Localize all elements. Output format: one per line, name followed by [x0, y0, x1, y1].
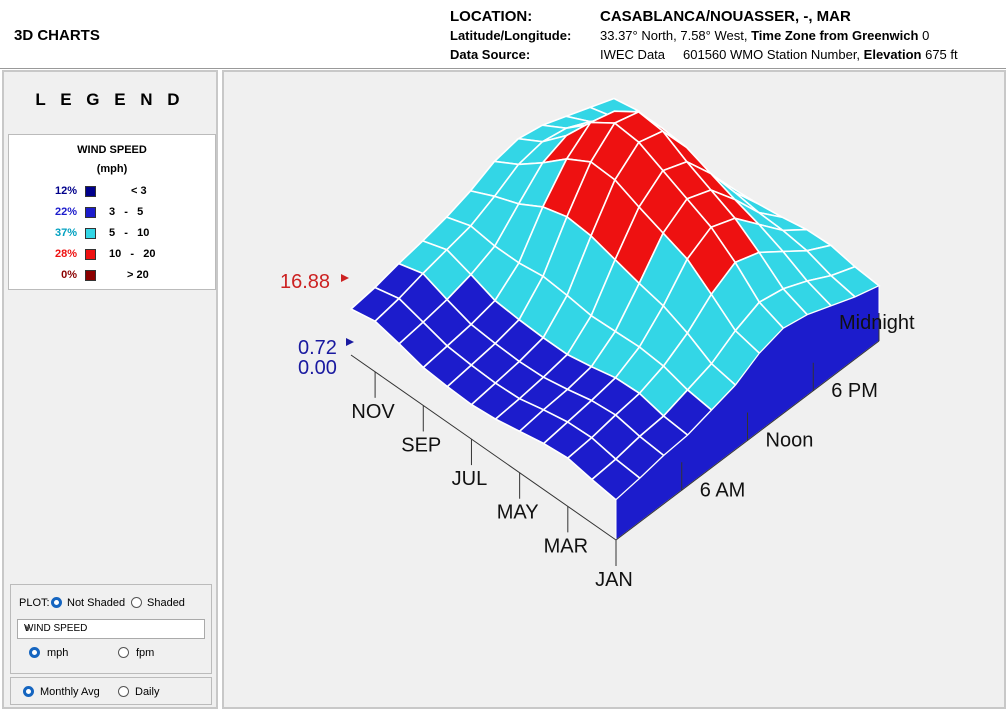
daily-radio[interactable] [118, 686, 129, 697]
fpm-radio[interactable] [118, 647, 129, 658]
header-bar: 3D CHARTS LOCATION: CASABLANCA/NOUASSER,… [0, 0, 1006, 69]
month-tick-label: SEP [401, 434, 441, 456]
legend-box: WIND SPEED (mph) 12% < 3 22% 3 - 5 37% 5… [8, 134, 216, 290]
station-number: 601560 WMO Station Number, [683, 47, 861, 62]
legend-percent: 28% [54, 248, 77, 260]
legend-variable: WIND SPEED [77, 144, 147, 156]
data-source-label: Data Source: [450, 47, 531, 62]
month-tick-label: MAR [544, 535, 588, 557]
legend-row: 37% 5 - 10 [9, 227, 215, 243]
not-shaded-label[interactable]: Not Shaded [67, 597, 126, 609]
legend-swatch [85, 270, 96, 281]
data-source-row: IWEC Data 601560 WMO Station Number, Elev… [600, 47, 958, 62]
mph-label[interactable]: mph [47, 647, 69, 659]
shaded-radio[interactable] [131, 597, 142, 608]
legend-percent: 22% [54, 206, 77, 218]
z-min-label: 0.00 [298, 357, 337, 379]
legend-range: > 20 [127, 269, 149, 281]
variable-select-value: WIND SPEED [24, 623, 88, 634]
legend-row: 28% 10 - 20 [9, 248, 215, 264]
legend-range: 10 - 20 [109, 248, 156, 260]
monthly-avg-radio[interactable] [23, 686, 34, 697]
legend-range: < 3 [131, 185, 147, 197]
not-shaded-radio[interactable] [51, 597, 62, 608]
z-min-label: 0.72 [298, 337, 337, 359]
data-source-value: IWEC Data [600, 47, 666, 62]
legend-range: 5 - 10 [109, 227, 150, 239]
location-label: LOCATION: [450, 8, 533, 25]
chart-area: JAN MAR MAY JUL SEP NOV 6 AM Noon 6 PM Midnight 16… [222, 70, 1006, 709]
z-max-marker [341, 274, 349, 282]
month-tick-label: NOV [351, 401, 395, 423]
hour-tick-label: 6 PM [831, 380, 878, 402]
month-tick-label: MAY [497, 502, 539, 524]
legend-row: 0% > 20 [9, 269, 215, 285]
legend-row: 12% < 3 [9, 185, 215, 201]
latlon-label: Latitude/Longitude: [450, 28, 572, 43]
z-max-label: 16.88 [280, 271, 330, 293]
variable-select[interactable]: WIND SPEED ∨ [17, 619, 205, 639]
legend-percent: 12% [54, 185, 77, 197]
plot-label: PLOT: [19, 597, 50, 609]
shaded-label[interactable]: Shaded [147, 597, 185, 609]
elevation-value: 675 ft [925, 47, 958, 62]
legend-row: 22% 3 - 5 [9, 206, 215, 222]
legend-percent: 0% [61, 269, 77, 281]
hour-tick-label: Midnight [839, 312, 915, 334]
latlon-row: 33.37° North, 7.58° West, Time Zone from… [600, 28, 929, 43]
timezone-value: 0 [922, 28, 930, 43]
fpm-label[interactable]: fpm [136, 647, 155, 659]
hour-tick-label: Noon [766, 430, 814, 452]
month-tick-label: JAN [595, 569, 633, 591]
legend-range: 3 - 5 [109, 206, 144, 218]
z-min-marker [346, 338, 354, 346]
mph-radio[interactable] [29, 647, 40, 658]
legend-unit: (mph) [96, 163, 128, 175]
legend-swatch [85, 186, 96, 197]
legend-swatch [85, 228, 96, 239]
average-options-box: Monthly Avg Daily [10, 677, 212, 705]
legend-percent: 37% [54, 227, 77, 239]
plot-options-box: PLOT: Not Shaded Shaded WIND SPEED ∨ mph… [10, 584, 212, 674]
timezone-label: Time Zone from Greenwich [751, 28, 919, 43]
legend-swatch [85, 249, 96, 260]
left-panel: L E G E N D WIND SPEED (mph) 12% < 3 22%… [2, 70, 218, 709]
legend-title: L E G E N D [35, 90, 185, 109]
latlon-value: 33.37° North, 7.58° West, [600, 28, 748, 43]
monthly-avg-label[interactable]: Monthly Avg [40, 686, 100, 698]
month-tick-label: JUL [452, 468, 488, 490]
legend-swatch [85, 207, 96, 218]
location-value: CASABLANCA/NOUASSER, -, MAR [600, 8, 851, 25]
elevation-label: Elevation [863, 47, 922, 62]
hour-tick-label: 6 AM [700, 479, 746, 501]
month-axis-line [350, 354, 617, 541]
daily-label[interactable]: Daily [135, 686, 160, 698]
chevron-down-icon: ∨ [24, 623, 32, 634]
app-title: 3D CHARTS [14, 27, 100, 44]
